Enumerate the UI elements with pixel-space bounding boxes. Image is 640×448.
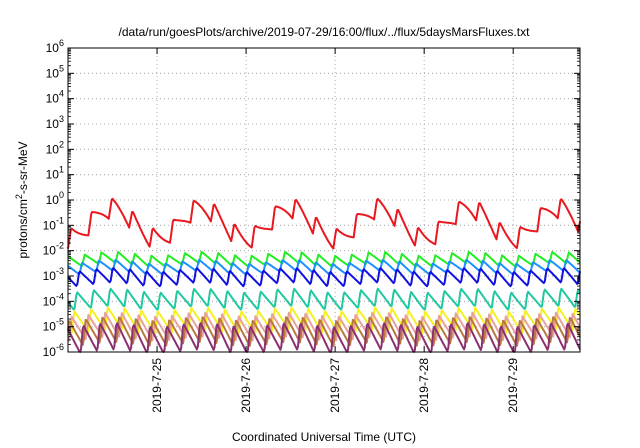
y-tick-label: 101 bbox=[46, 165, 64, 182]
x-tick-label: 2019-7-29 bbox=[506, 358, 520, 413]
y-tick-label: 10-4 bbox=[43, 291, 64, 308]
series-line-9 bbox=[67, 322, 581, 353]
series-line-8 bbox=[67, 316, 581, 347]
series-lines bbox=[67, 197, 581, 353]
x-axis-ticks: 2019-7-25 2019-7-26 2019-7-27 2019-7-28 2019… bbox=[150, 48, 520, 413]
y-tick-label: 10-1 bbox=[43, 215, 64, 232]
y-axis-label-suffix: -s-sr-MeV bbox=[16, 141, 30, 194]
y-axis-label-prefix: protons/cm bbox=[16, 199, 30, 258]
y-tick-label: 103 bbox=[46, 114, 64, 131]
x-tick-label: 2019-7-28 bbox=[417, 358, 431, 413]
series-line-2 bbox=[67, 250, 581, 268]
x-axis-label: Coordinated Universal Time (UTC) bbox=[232, 430, 416, 444]
series-line-4 bbox=[67, 267, 581, 288]
y-tick-label: 10-2 bbox=[43, 241, 64, 258]
series-line-1 bbox=[67, 197, 581, 250]
y-tick-label: 104 bbox=[46, 89, 64, 106]
series-line-5 bbox=[67, 287, 581, 311]
y-tick-label: 100 bbox=[46, 190, 64, 207]
y-axis-ticks: 10-6 10-5 10-4 10-3 10-2 10-1 100 101 102 103 104 1… bbox=[43, 38, 580, 359]
series-line-3 bbox=[67, 259, 581, 276]
y-tick-label: 10-3 bbox=[43, 266, 64, 283]
x-tick-label: 2019-7-27 bbox=[328, 358, 342, 413]
x-tick-label: 2019-7-25 bbox=[150, 358, 164, 413]
y-tick-label: 102 bbox=[46, 139, 64, 156]
y-axis-label-sup: 2 bbox=[14, 194, 24, 199]
y-tick-label: 10-6 bbox=[43, 342, 64, 359]
x-tick-label: 2019-7-26 bbox=[239, 358, 253, 413]
y-tick-label: 10-5 bbox=[43, 317, 64, 334]
y-tick-label: 105 bbox=[46, 63, 64, 80]
chart-title: /data/run/goesPlots/archive/2019-07-29/1… bbox=[119, 25, 531, 39]
grid-lines bbox=[68, 47, 580, 353]
y-axis-label: protons/cm2-s-sr-MeV bbox=[14, 141, 30, 258]
y-tick-label: 106 bbox=[46, 38, 64, 55]
